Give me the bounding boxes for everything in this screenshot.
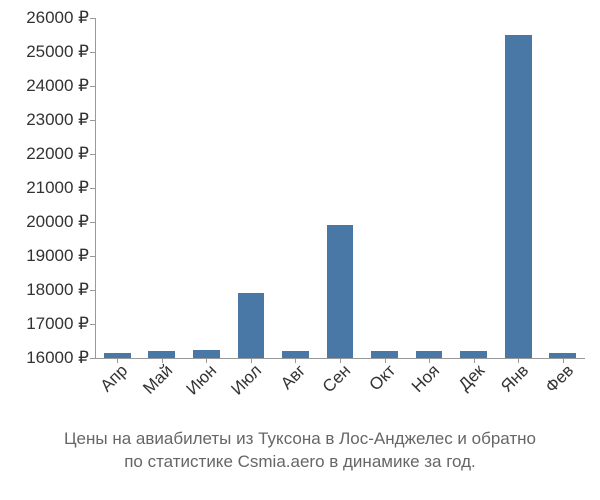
x-tick-label: Июл	[225, 358, 266, 399]
price-chart: 16000 ₽ 17000 ₽ 18000 ₽ 19000 ₽ 20000 ₽ 21000…	[0, 0, 600, 500]
x-tick-label: Янв	[494, 358, 533, 397]
y-tick-label: 16000 ₽	[26, 348, 95, 368]
y-tick-label: 17000 ₽	[26, 314, 95, 334]
bar	[148, 351, 175, 358]
x-tick-label: Ноя	[405, 358, 444, 397]
bar	[327, 225, 354, 358]
x-tick-label: Май	[136, 358, 177, 399]
x-tick-label: Фев	[539, 358, 578, 397]
y-tick-label: 22000 ₽	[26, 144, 95, 164]
y-tick-label: 20000 ₽	[26, 212, 95, 232]
y-tick-label: 21000 ₽	[26, 178, 95, 198]
x-axis-line	[95, 358, 585, 359]
x-tick-label: Сен	[316, 358, 355, 397]
y-tick-label: 19000 ₽	[26, 246, 95, 266]
caption-line-2: по статистике Csmia.aero в динамике за г…	[0, 451, 600, 474]
x-tick-label: Дек	[452, 358, 489, 395]
plot-area: 16000 ₽17000 ₽18000 ₽19000 ₽20000 ₽21000…	[95, 18, 585, 358]
bar	[505, 35, 532, 358]
bar	[282, 351, 309, 358]
x-tick-label: Июн	[180, 358, 221, 399]
y-tick-label: 23000 ₽	[26, 110, 95, 130]
y-tick-label: 25000 ₽	[26, 42, 95, 62]
bar	[460, 351, 487, 358]
x-tick-label: Апр	[94, 358, 132, 396]
chart-caption: Цены на авиабилеты из Туксона в Лос-Андж…	[0, 428, 600, 474]
bar	[371, 351, 398, 358]
x-tick-label: Окт	[362, 358, 399, 395]
bar	[238, 293, 265, 358]
y-tick-label: 26000 ₽	[26, 8, 95, 28]
y-tick-label: 18000 ₽	[26, 280, 95, 300]
y-tick-label: 24000 ₽	[26, 76, 95, 96]
bar	[193, 350, 220, 359]
y-axis-line	[95, 18, 96, 358]
bar	[416, 351, 443, 358]
caption-line-1: Цены на авиабилеты из Туксона в Лос-Андж…	[0, 428, 600, 451]
x-tick-label: Авг	[275, 358, 311, 394]
